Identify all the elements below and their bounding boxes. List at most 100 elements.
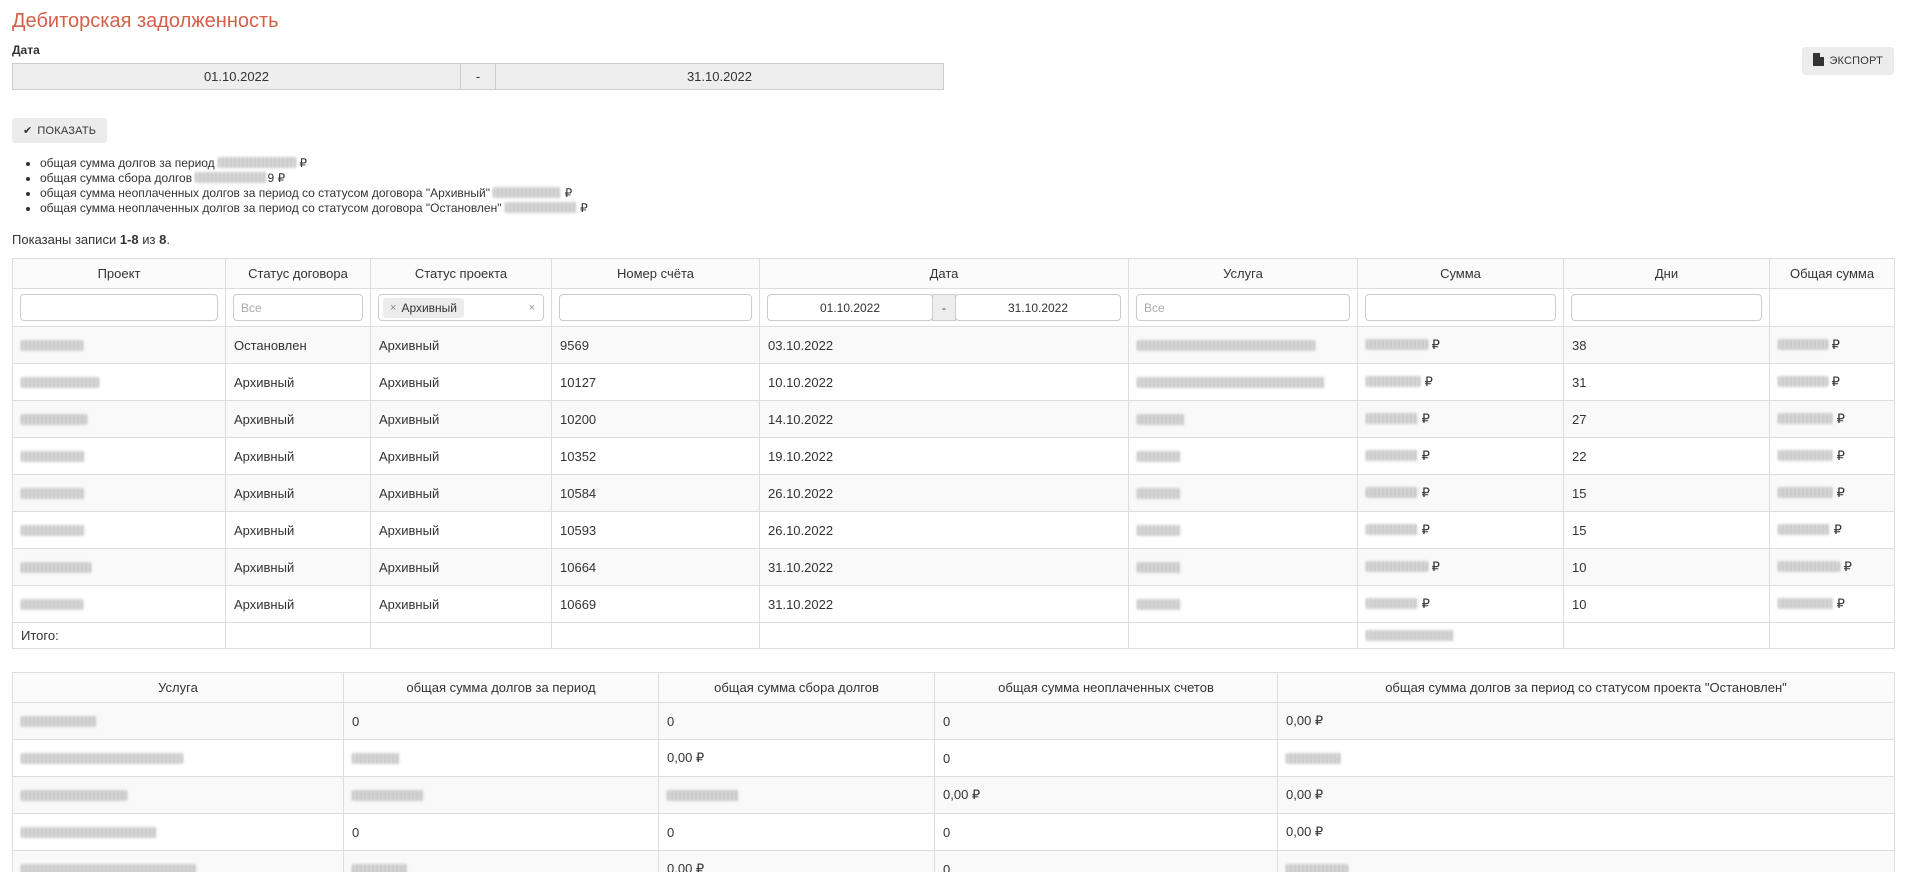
table-cell: 27 [1563, 400, 1770, 438]
filter-cell-project [12, 288, 226, 327]
table-row: Архивный Архивный 10664 31.10.2022 ₽10 ₽ [12, 548, 1895, 586]
filter-service-input[interactable] [1136, 294, 1350, 321]
filter-cell-contract-status [225, 288, 371, 327]
filter-project-input[interactable] [20, 294, 218, 321]
table-cell: Архивный [370, 548, 552, 586]
redacted-value [1137, 561, 1181, 573]
selected-tag-archive: × Архивный [383, 297, 465, 318]
redacted-value [21, 789, 127, 801]
redacted-value [1137, 376, 1325, 388]
column-header-project-status[interactable]: Статус проекта [370, 258, 552, 289]
column-header-project[interactable]: Проект [12, 258, 226, 289]
column-header-service[interactable]: Услуга [1128, 258, 1358, 289]
filter-cell-project-status: × Архивный × [370, 288, 552, 327]
redacted-value [352, 752, 400, 764]
table-cell [1128, 400, 1358, 438]
table-cell: Архивный [225, 585, 371, 623]
column-header-days[interactable]: Дни [1563, 258, 1770, 289]
redacted-value [1137, 413, 1185, 425]
redacted-value [352, 863, 407, 872]
table-cell: 14.10.2022 [759, 400, 1129, 438]
redacted-value [1366, 598, 1418, 610]
filter-sum-input[interactable] [1365, 294, 1556, 321]
table-cell: 0 [343, 702, 659, 740]
column-header-total-sum[interactable]: Общая сумма [1769, 258, 1895, 289]
table-cell: 0,00 ₽ [1277, 702, 1895, 740]
table-cell [1128, 548, 1358, 586]
redacted-value [1366, 561, 1428, 573]
table-cell: 0,00 ₽ [934, 776, 1278, 814]
table-row: 0,00 ₽0 [12, 850, 1895, 872]
table-cell: 10584 [551, 474, 760, 512]
redacted-value [667, 789, 739, 801]
date-from-input[interactable] [12, 63, 461, 90]
table-cell: ₽ [1357, 548, 1564, 586]
remove-tag-icon[interactable]: × [390, 301, 397, 314]
table-cell: ₽ [1357, 511, 1564, 549]
redacted-value [21, 339, 83, 351]
table-cell [370, 622, 552, 649]
table-cell: 10.10.2022 [759, 363, 1129, 401]
table-cell: 26.10.2022 [759, 511, 1129, 549]
redacted-value [1366, 339, 1428, 351]
redacted-value [21, 450, 85, 462]
table-cell: Архивный [225, 548, 371, 586]
table-cell [1128, 622, 1358, 649]
clear-select-icon[interactable]: × [528, 301, 535, 314]
column-header-date[interactable]: Дата [759, 258, 1129, 289]
redacted-value [1286, 752, 1341, 764]
summary-item: общая сумма неоплаченных долгов за перио… [40, 201, 1894, 216]
filter-date-from-input[interactable] [767, 294, 933, 321]
table-cell [12, 474, 226, 512]
filter-cell-date: - [759, 288, 1129, 327]
redacted-value [21, 561, 91, 573]
table-cell: 31.10.2022 [759, 585, 1129, 623]
show-button-label: ПОКАЗАТЬ [37, 124, 97, 137]
column-header-invoice-number[interactable]: Номер счёта [551, 258, 760, 289]
table-cell: Архивный [370, 400, 552, 438]
table-cell [1128, 511, 1358, 549]
table-cell [1769, 622, 1895, 649]
filter-project-status-select[interactable]: × Архивный × [378, 294, 544, 321]
filter-date-to-input[interactable] [955, 294, 1121, 321]
filter-cell-days [1563, 288, 1770, 327]
table-cell [12, 776, 344, 814]
redacted-value [1366, 524, 1418, 536]
table-cell [1128, 363, 1358, 401]
filter-contract-status-input[interactable] [233, 294, 363, 321]
table-cell: 10127 [551, 363, 760, 401]
table-row: 0,00 ₽0 [12, 739, 1895, 777]
filter-cell-service [1128, 288, 1358, 327]
table-cell: Архивный [370, 474, 552, 512]
table-cell: Архивный [370, 585, 552, 623]
filter-invoice-input[interactable] [559, 294, 752, 321]
redacted-value [21, 524, 85, 536]
export-button[interactable]: ЭКСПОРТ [1802, 47, 1894, 75]
table-cell [12, 850, 344, 872]
table-cell: ₽ [1357, 437, 1564, 475]
table-cell [1128, 585, 1358, 623]
table-cell [1277, 850, 1895, 872]
date-to-input[interactable] [495, 63, 944, 90]
show-button[interactable]: ✔ ПОКАЗАТЬ [12, 118, 108, 143]
table-cell [343, 850, 659, 872]
table-row: 0 0 0 0,00 ₽ [12, 813, 1895, 851]
column-header-debt-stopped: общая сумма долгов за период со статусом… [1277, 672, 1895, 703]
table-cell: ₽ [1769, 363, 1895, 401]
table-cell: 31.10.2022 [759, 548, 1129, 586]
selected-tag-label: Архивный [401, 300, 458, 315]
table-cell: 0,00 ₽ [1277, 776, 1895, 814]
table-row: Архивный Архивный 10584 26.10.2022 ₽15 ₽ [12, 474, 1895, 512]
filter-days-input[interactable] [1571, 294, 1762, 321]
table-cell: ₽ [1769, 585, 1895, 623]
column-header-contract-status[interactable]: Статус договора [225, 258, 371, 289]
table-row: Архивный Архивный 10200 14.10.2022 ₽27 ₽ [12, 400, 1895, 438]
table-cell: Архивный [370, 511, 552, 549]
redacted-value [1778, 487, 1833, 499]
redacted-value [21, 826, 157, 838]
table-cell: 26.10.2022 [759, 474, 1129, 512]
table-row: Архивный Архивный 10593 26.10.2022 ₽15 ₽ [12, 511, 1895, 549]
column-header-sum[interactable]: Сумма [1357, 258, 1564, 289]
table-cell [12, 813, 344, 851]
